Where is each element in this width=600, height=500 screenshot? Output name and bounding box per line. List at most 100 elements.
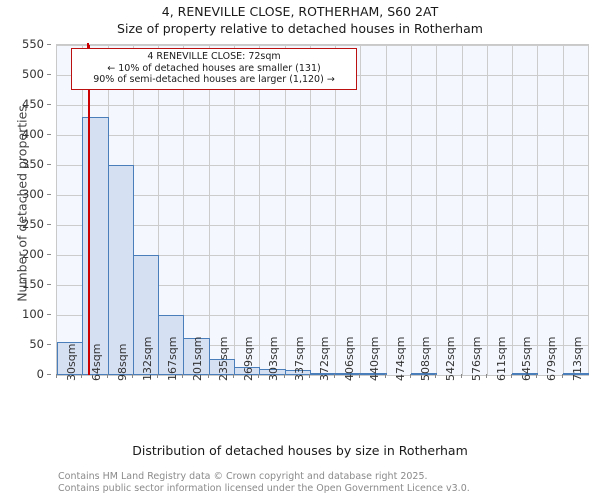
y-axis-tick-mark	[47, 224, 51, 225]
y-axis-tick-mark	[47, 254, 51, 255]
gridline-vertical	[512, 45, 513, 375]
x-axis-tick-mark	[385, 374, 386, 378]
x-axis-tick-mark	[182, 374, 183, 378]
x-axis-tick-label: 611sqm	[494, 336, 508, 381]
gridline-vertical	[310, 45, 311, 375]
x-axis-tick-label: 98sqm	[115, 343, 129, 381]
x-axis: 30sqm 64sqm 98sqm 132sqm 167sqm 201sqm 235sqm 2…	[56, 337, 589, 436]
histogram-bar	[209, 358, 235, 375]
x-axis-tick-label: 440sqm	[368, 336, 382, 381]
gridline-vertical	[563, 45, 564, 375]
x-axis-tick-label: 679sqm	[545, 336, 559, 381]
annotation-line-3: 90% of semi-detached houses are larger (…	[93, 74, 335, 85]
y-axis-tick-label: 300	[22, 187, 44, 201]
title-block: 4, RENEVILLE CLOSE, ROTHERHAM, S60 2AT S…	[0, 3, 600, 37]
y-axis-tick-label: 0	[36, 367, 44, 381]
histogram-bar	[563, 373, 589, 375]
x-axis-label: Distribution of detached houses by size …	[132, 443, 468, 458]
x-axis-tick-mark	[511, 374, 512, 378]
x-axis-tick-mark	[284, 374, 285, 378]
y-axis-tick-label: 400	[22, 127, 44, 141]
gridline-vertical	[335, 45, 336, 375]
gridline-vertical	[386, 45, 387, 375]
x-axis-tick-label: 167sqm	[166, 336, 180, 381]
x-axis-tick-mark	[486, 374, 487, 378]
gridline-horizontal	[57, 165, 588, 166]
histogram-bar	[411, 373, 437, 375]
gridline-vertical	[285, 45, 286, 375]
x-axis-tick-label: 303sqm	[267, 336, 281, 381]
x-axis-tick-mark	[157, 374, 158, 378]
x-axis-tick-mark	[435, 374, 436, 378]
x-axis-tick-mark	[461, 374, 462, 378]
x-axis-tick-mark	[81, 374, 82, 378]
x-axis-tick-mark	[359, 374, 360, 378]
gridline-vertical	[360, 45, 361, 375]
histogram-bar	[512, 373, 538, 375]
gridline-horizontal	[57, 255, 588, 256]
gridline-horizontal	[57, 195, 588, 196]
gridline-horizontal	[57, 345, 588, 346]
y-axis-tick-mark	[47, 194, 51, 195]
annotation-line-1: 4 RENEVILLE CLOSE: 72sqm	[147, 51, 281, 62]
x-axis-tick-label: 269sqm	[242, 336, 255, 381]
annotation-line-2: ← 10% of detached houses are smaller (13…	[107, 62, 321, 74]
x-axis-tick-mark	[334, 374, 335, 378]
x-axis-tick-label: 542sqm	[444, 336, 458, 381]
y-axis-tick-mark	[47, 284, 51, 285]
gridline-horizontal	[57, 105, 588, 106]
y-axis: Number of detached properties 0 50 100 150 2…	[0, 37, 51, 381]
y-axis-tick-label: 100	[22, 307, 44, 321]
histogram-bar	[133, 255, 159, 375]
gridline-vertical	[462, 45, 463, 375]
x-axis-tick-label: 30sqm	[65, 343, 78, 381]
y-axis-tick-label: 50	[29, 337, 44, 351]
y-axis-tick-mark	[47, 44, 51, 45]
x-axis-tick-label: 201sqm	[191, 336, 205, 381]
x-axis-tick-label: 713sqm	[570, 336, 584, 381]
attribution-footer: Contains HM Land Registry data © Crown c…	[58, 471, 598, 494]
gridline-horizontal	[57, 285, 588, 286]
gridline-vertical	[259, 45, 260, 375]
y-axis-tick-mark	[47, 164, 51, 165]
gridline-vertical	[209, 45, 210, 375]
gridline-horizontal	[57, 315, 588, 316]
x-axis-tick-mark	[410, 374, 411, 378]
gridline-horizontal	[57, 45, 588, 46]
x-axis-tick-label: 508sqm	[419, 336, 432, 381]
x-axis-tick-mark	[233, 374, 234, 378]
gridline-horizontal	[57, 135, 588, 136]
y-axis-tick-label: 250	[22, 217, 44, 231]
gridline-horizontal	[57, 225, 588, 226]
x-axis-tick-mark	[536, 374, 537, 378]
plot-area	[56, 44, 589, 376]
gridline-vertical	[158, 45, 159, 375]
property-marker-line	[88, 45, 91, 375]
x-axis-tick-label: 337sqm	[292, 336, 306, 381]
y-axis-tick-label: 200	[22, 247, 44, 261]
x-axis-tick-mark	[309, 374, 310, 378]
x-axis-tick-mark	[208, 374, 209, 378]
property-marker-tick	[87, 43, 90, 48]
x-axis-tick-mark	[107, 374, 108, 378]
x-axis-tick-label: 576sqm	[469, 336, 483, 381]
histogram-bar	[57, 342, 83, 375]
histogram-bar	[158, 315, 184, 375]
histogram-bar	[82, 117, 109, 375]
y-axis-tick-label: 150	[22, 277, 44, 291]
y-axis-tick-mark	[47, 134, 51, 135]
y-axis-tick-label: 550	[22, 37, 44, 51]
footer-line-1: Contains HM Land Registry data © Crown c…	[58, 471, 428, 482]
y-axis-tick-mark	[47, 374, 51, 375]
y-axis-tick-mark	[47, 344, 51, 345]
y-axis-tick-label: 500	[22, 67, 44, 81]
histogram-bar	[285, 370, 311, 375]
y-axis-tick-label: 450	[22, 97, 44, 111]
x-axis-tick-label: 64sqm	[90, 343, 104, 381]
gridline-vertical	[487, 45, 488, 375]
x-axis-tick-mark	[56, 374, 57, 378]
gridline-vertical	[183, 45, 184, 375]
gridline-vertical	[234, 45, 235, 375]
x-axis-tick-mark	[132, 374, 133, 378]
